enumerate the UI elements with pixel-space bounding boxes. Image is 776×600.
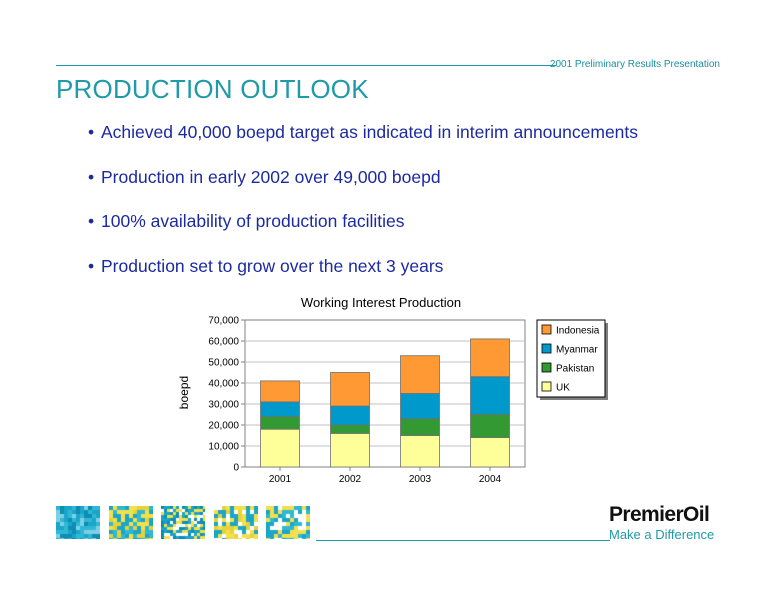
- legend-swatch: [541, 343, 552, 354]
- bullet-glyph: •: [88, 255, 95, 276]
- bar-segment-pakistan: [470, 414, 510, 439]
- header-rule-end: [552, 65, 556, 66]
- bullet-text: Achieved 40,000 boepd target as indicate…: [101, 122, 639, 142]
- footer-rule: [316, 540, 606, 541]
- pattern-tile-icon: [161, 506, 205, 539]
- pattern-tile-icon: [56, 506, 100, 539]
- legend-label: Pakistan: [556, 364, 594, 375]
- pattern-tile-icon: [214, 506, 258, 539]
- bar-segment-myanmar: [400, 393, 440, 420]
- bar-segment-uk: [470, 437, 510, 468]
- header-rule: [56, 65, 552, 66]
- bullet-list: • Achieved 40,000 boepd target as indicat…: [88, 122, 638, 300]
- y-tick-label: 40,000: [208, 379, 239, 390]
- bar-segment-uk: [260, 428, 300, 468]
- y-tick-label: 30,000: [208, 400, 239, 411]
- bullet-text: 100% availability of production faciliti…: [101, 211, 405, 232]
- bullet-text: Production in early 2002 over 49,000 boe…: [101, 166, 441, 187]
- x-tick-label: 2001: [269, 474, 292, 485]
- bar-segment-pakistan: [400, 418, 440, 436]
- legend-label: UK: [556, 383, 570, 394]
- bar-segment-myanmar: [330, 405, 370, 426]
- y-tick-label: 60,000: [208, 337, 239, 348]
- legend-swatch: [541, 324, 552, 335]
- bullet-glyph: •: [88, 211, 95, 232]
- y-tick-label: 10,000: [208, 442, 239, 453]
- legend-swatch: [541, 362, 552, 373]
- x-tick-label: 2003: [409, 474, 432, 485]
- bullet-glyph: •: [88, 166, 95, 187]
- bullet-item: • 100% availability of production facilit…: [88, 211, 638, 256]
- bullet-item: • Production set to grow over the next 3 …: [88, 256, 638, 301]
- slide-title: PRODUCTION OUTLOOK: [56, 74, 369, 104]
- bar-segment-myanmar: [470, 376, 510, 415]
- chart-title: Working Interest Production: [301, 295, 461, 310]
- x-tick-label: 2004: [479, 474, 502, 485]
- bullet-item: • Achieved 40,000 boepd target as indicat…: [88, 122, 638, 167]
- bar-segment-pakistan: [330, 424, 370, 434]
- bar-segment-myanmar: [260, 401, 300, 417]
- pattern-tile-icon: [266, 506, 310, 539]
- bullet-text: Production set to grow over the next 3 y…: [101, 255, 444, 276]
- footer-rule-end: [606, 540, 610, 541]
- legend-label: Myanmar: [556, 345, 598, 356]
- pattern-tile-icon: [109, 506, 153, 539]
- presentation-name: 2001 Preliminary Results Presentation: [549, 59, 720, 70]
- company-logo: PremierOil: [609, 503, 710, 526]
- bar-segment-uk: [330, 432, 370, 468]
- y-axis-label: boepd: [177, 376, 191, 409]
- bar-segment-indonesia: [260, 380, 300, 403]
- bar-segment-indonesia: [470, 338, 510, 378]
- bar-segment-indonesia: [330, 372, 370, 407]
- bullet-item: • Production in early 2002 over 49,000 bo…: [88, 167, 638, 212]
- x-tick-label: 2002: [339, 474, 362, 485]
- legend-swatch: [541, 381, 552, 392]
- y-tick-label: 70,000: [208, 316, 239, 327]
- legend-label: Indonesia: [556, 326, 600, 337]
- y-tick-label: 0: [233, 463, 239, 474]
- bullet-glyph: •: [88, 122, 95, 142]
- y-tick-label: 50,000: [208, 358, 239, 369]
- bar-segment-uk: [400, 435, 440, 468]
- company-tagline: Make a Difference: [609, 527, 715, 542]
- bar-segment-indonesia: [400, 355, 440, 394]
- y-tick-label: 20,000: [208, 421, 239, 432]
- bar-segment-pakistan: [260, 416, 300, 430]
